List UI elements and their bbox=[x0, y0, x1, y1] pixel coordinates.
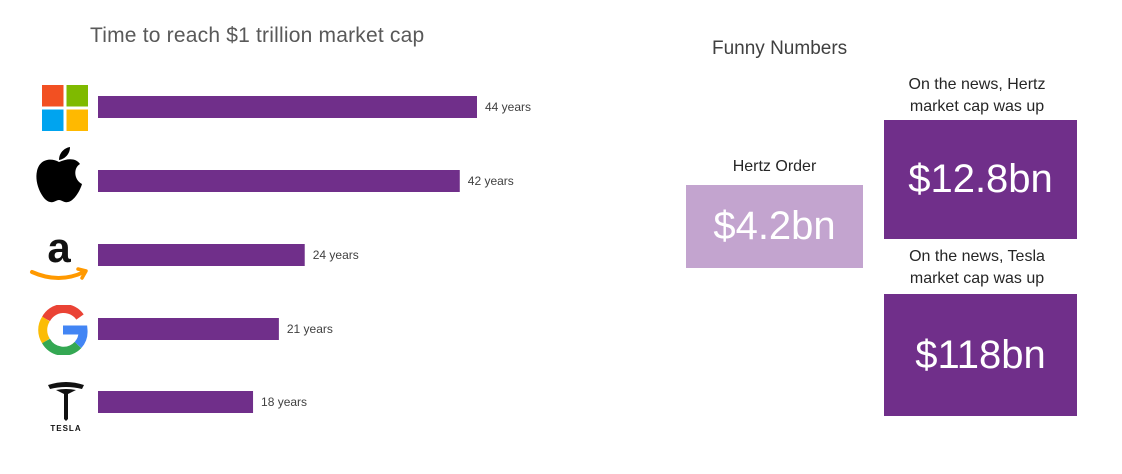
hertz-order-label: Hertz Order bbox=[732, 158, 817, 175]
data-label-google: 21 years bbox=[287, 322, 333, 336]
microsoft-logo-icon bbox=[42, 85, 88, 131]
tesla-caption: On the news, Tesla market cap was up bbox=[862, 246, 1092, 290]
tesla-marketcap-box: $118bn bbox=[884, 294, 1077, 416]
hertz-caption-line1: On the news, Hertz bbox=[908, 76, 1046, 93]
bar-microsoft bbox=[98, 96, 477, 118]
tesla-marketcap-value: $118bn bbox=[915, 332, 1046, 377]
data-label-tesla: 18 years bbox=[261, 395, 307, 409]
hertz-order-value: $4.2bn bbox=[713, 204, 836, 248]
tesla-caption-line2: market cap was up bbox=[909, 270, 1045, 287]
hertz-marketcap-box: $12.8bn bbox=[884, 120, 1077, 239]
data-label-amazon: 24 years bbox=[313, 248, 359, 262]
tesla-logo-icon: TESLA bbox=[48, 382, 84, 433]
chart-title: Time to reach $1 trillion market cap bbox=[90, 24, 425, 47]
funny-numbers-title: Funny Numbers bbox=[712, 38, 848, 59]
bar-apple bbox=[98, 170, 460, 192]
hertz-marketcap-value: $12.8bn bbox=[908, 157, 1053, 201]
amazon-logo-icon: a bbox=[30, 228, 88, 280]
hertz-caption: On the news, Hertz market cap was up bbox=[862, 74, 1092, 118]
bar-amazon bbox=[98, 244, 305, 266]
bar-google bbox=[98, 318, 279, 340]
tesla-caption-line1: On the news, Tesla bbox=[909, 248, 1045, 265]
svg-text:a: a bbox=[47, 228, 71, 271]
hertz-caption-line2: market cap was up bbox=[909, 98, 1045, 115]
bar-tesla bbox=[98, 391, 254, 413]
hertz-order-box: $4.2bn bbox=[686, 185, 863, 268]
svg-text:TESLA: TESLA bbox=[50, 424, 81, 433]
google-logo-icon bbox=[38, 305, 88, 355]
data-label-microsoft: 44 years bbox=[485, 100, 531, 114]
apple-logo-icon bbox=[36, 147, 82, 203]
bar-chart: 44 years 42 years 24 years 21 years 18 years bbox=[98, 96, 531, 413]
data-label-apple: 42 years bbox=[468, 174, 514, 188]
